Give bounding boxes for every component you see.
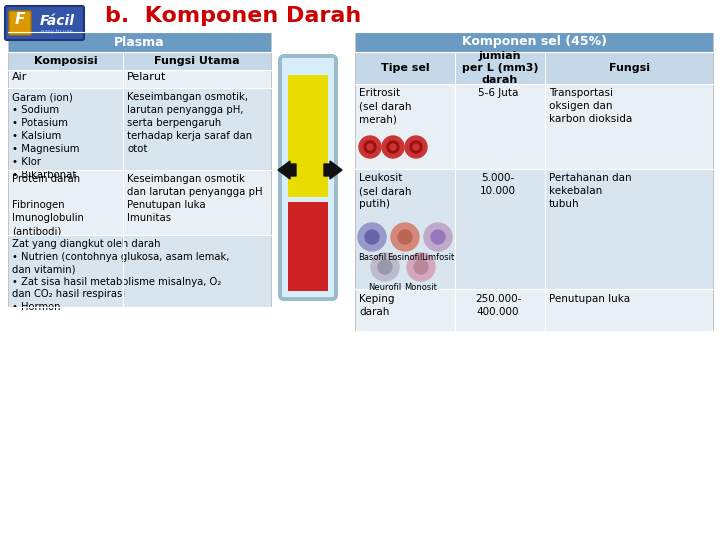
Bar	[8, 88, 123, 170]
Circle shape	[410, 141, 422, 153]
Text: Komposisi: Komposisi	[34, 56, 97, 66]
Bar	[355, 84, 455, 169]
Text: Air: Air	[12, 72, 27, 82]
Text: Monosit: Monosit	[405, 283, 438, 292]
Text: Basofil: Basofil	[358, 253, 386, 262]
FancyBboxPatch shape	[280, 56, 336, 299]
Circle shape	[390, 144, 396, 150]
Circle shape	[371, 253, 399, 281]
Bar	[8, 32, 271, 307]
Circle shape	[398, 230, 412, 244]
Bar	[123, 170, 271, 235]
Bar	[545, 84, 713, 169]
Text: Garam (ion)
• Sodium
• Potasium
• Kalsium
• Magnesium
• Klor
• Bikarbonat: Garam (ion) • Sodium • Potasium • Kalsiu…	[12, 92, 79, 180]
Text: Leukosit
(sel darah
putih): Leukosit (sel darah putih)	[359, 173, 412, 209]
Circle shape	[387, 141, 399, 153]
Text: Fungsi Utama: Fungsi Utama	[154, 56, 240, 66]
FancyBboxPatch shape	[5, 6, 84, 40]
FancyBboxPatch shape	[9, 11, 31, 35]
Circle shape	[431, 230, 445, 244]
Text: Fungsi: Fungsi	[608, 63, 649, 73]
Text: Fácil: Fácil	[40, 14, 74, 28]
Bar	[8, 32, 271, 52]
Text: Keseimbangan osmotik
dan larutan penyangga pH
Penutupan luka
Imunitas: Keseimbangan osmotik dan larutan penyang…	[127, 174, 263, 223]
Text: Keping
darah: Keping darah	[359, 294, 395, 317]
Circle shape	[407, 253, 435, 281]
Bar	[355, 169, 455, 289]
FancyArrow shape	[278, 161, 296, 179]
Text: Plasma: Plasma	[114, 36, 165, 49]
Text: Neurofil: Neurofil	[369, 283, 402, 292]
Bar	[355, 32, 713, 331]
Text: Tipe sel: Tipe sel	[381, 63, 429, 73]
Bar	[455, 84, 545, 169]
Text: Jumlah
per L (mm3)
darah: Jumlah per L (mm3) darah	[462, 51, 539, 85]
Text: Eosinofil: Eosinofil	[387, 253, 423, 262]
Text: Pertahanan dan
kekebalan
tubuh: Pertahanan dan kekebalan tubuh	[549, 173, 631, 209]
Bar	[8, 235, 271, 307]
Circle shape	[358, 223, 386, 251]
Circle shape	[405, 136, 427, 158]
Text: easy to use: easy to use	[41, 30, 73, 35]
Text: b.  Komponen Darah: b. Komponen Darah	[105, 6, 361, 26]
Bar	[455, 289, 545, 331]
Text: 250.000-
400.000: 250.000- 400.000	[474, 294, 521, 317]
Bar	[8, 52, 123, 70]
Circle shape	[359, 136, 381, 158]
Circle shape	[367, 144, 373, 150]
Text: Pelarut: Pelarut	[127, 72, 166, 82]
Bar	[288, 202, 328, 291]
Bar	[123, 52, 271, 70]
Text: Limfosit: Limfosit	[421, 253, 454, 262]
Circle shape	[391, 223, 419, 251]
Text: Transportasi
oksigen dan
karbon dioksida: Transportasi oksigen dan karbon dioksida	[549, 88, 632, 124]
Bar	[123, 88, 271, 170]
Text: Keseimbangan osmotik,
larutan penyangga pH,
serta berpengaruh
terhadap kerja sar: Keseimbangan osmotik, larutan penyangga …	[127, 92, 252, 154]
Bar	[455, 169, 545, 289]
Circle shape	[414, 260, 428, 274]
Circle shape	[382, 136, 404, 158]
Bar	[355, 32, 713, 52]
Bar	[545, 52, 713, 84]
Text: 5-6 Juta: 5-6 Juta	[478, 88, 518, 98]
Text: Penutupan luka: Penutupan luka	[549, 294, 630, 304]
Bar	[455, 52, 545, 84]
Text: Komponen sel (45%): Komponen sel (45%)	[462, 36, 606, 49]
Text: 5.000-
10.000: 5.000- 10.000	[480, 173, 516, 196]
FancyArrow shape	[324, 161, 342, 179]
Bar	[545, 169, 713, 289]
Text: Eritrosit
(sel darah
merah): Eritrosit (sel darah merah)	[359, 88, 412, 124]
Text: F: F	[15, 12, 25, 28]
Bar	[8, 70, 123, 88]
Bar	[545, 289, 713, 331]
Bar	[123, 70, 271, 88]
Bar	[288, 75, 328, 197]
Text: Zat yang diangkut oleh darah
• Nutrien (contohnya glukosa, asam lemak,
dan vitam: Zat yang diangkut oleh darah • Nutrien (…	[12, 239, 230, 312]
Bar	[8, 170, 123, 235]
Bar	[355, 289, 455, 331]
Circle shape	[424, 223, 452, 251]
Circle shape	[378, 260, 392, 274]
Text: Protein darah

Fibrinogen
Imunoglobulin
(antibodi): Protein darah Fibrinogen Imunoglobulin (…	[12, 174, 84, 236]
Circle shape	[365, 230, 379, 244]
Circle shape	[413, 144, 419, 150]
Circle shape	[364, 141, 376, 153]
Bar	[355, 52, 455, 84]
